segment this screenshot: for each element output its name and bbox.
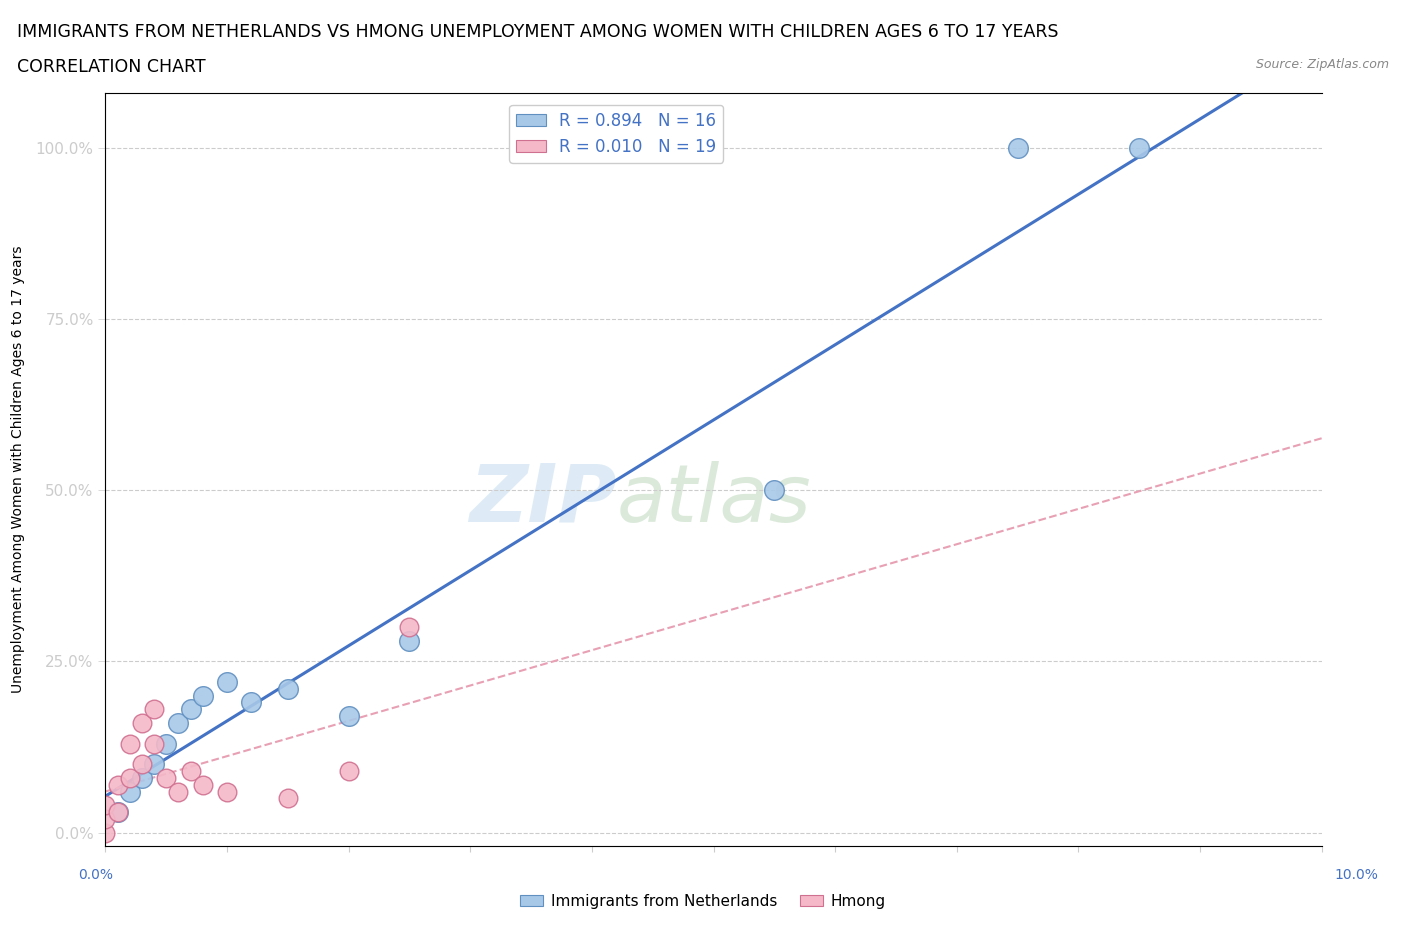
- Point: [763, 483, 786, 498]
- Point: [191, 688, 214, 703]
- Point: [143, 702, 166, 717]
- Legend: R = 0.894   N = 16, R = 0.010   N = 19: R = 0.894 N = 16, R = 0.010 N = 19: [509, 105, 723, 163]
- Point: [107, 804, 129, 819]
- Point: [94, 798, 117, 813]
- Text: atlas: atlas: [616, 460, 811, 538]
- Point: [1007, 140, 1029, 155]
- Point: [155, 770, 177, 785]
- Point: [398, 633, 420, 648]
- Text: IMMIGRANTS FROM NETHERLANDS VS HMONG UNEMPLOYMENT AMONG WOMEN WITH CHILDREN AGES: IMMIGRANTS FROM NETHERLANDS VS HMONG UNE…: [17, 23, 1059, 41]
- Text: 10.0%: 10.0%: [1334, 868, 1379, 882]
- Point: [240, 695, 263, 710]
- Y-axis label: Unemployment Among Women with Children Ages 6 to 17 years: Unemployment Among Women with Children A…: [10, 246, 24, 694]
- Point: [337, 764, 360, 778]
- Legend: Immigrants from Netherlands, Hmong: Immigrants from Netherlands, Hmong: [515, 888, 891, 915]
- Point: [107, 777, 129, 792]
- Point: [277, 790, 299, 805]
- Point: [131, 770, 153, 785]
- Point: [217, 674, 239, 689]
- Point: [277, 682, 299, 697]
- Point: [180, 702, 202, 717]
- Point: [167, 715, 190, 730]
- Point: [94, 812, 117, 827]
- Point: [143, 737, 166, 751]
- Point: [131, 757, 153, 772]
- Point: [143, 757, 166, 772]
- Point: [118, 737, 141, 751]
- Point: [167, 784, 190, 799]
- Point: [131, 715, 153, 730]
- Text: 0.0%: 0.0%: [79, 868, 112, 882]
- Point: [118, 784, 141, 799]
- Point: [118, 770, 141, 785]
- Point: [180, 764, 202, 778]
- Text: ZIP: ZIP: [468, 460, 616, 538]
- Point: [217, 784, 239, 799]
- Point: [1128, 140, 1150, 155]
- Point: [191, 777, 214, 792]
- Text: CORRELATION CHART: CORRELATION CHART: [17, 58, 205, 75]
- Text: Source: ZipAtlas.com: Source: ZipAtlas.com: [1256, 58, 1389, 71]
- Point: [94, 825, 117, 840]
- Point: [398, 619, 420, 634]
- Point: [337, 709, 360, 724]
- Point: [107, 804, 129, 819]
- Point: [155, 737, 177, 751]
